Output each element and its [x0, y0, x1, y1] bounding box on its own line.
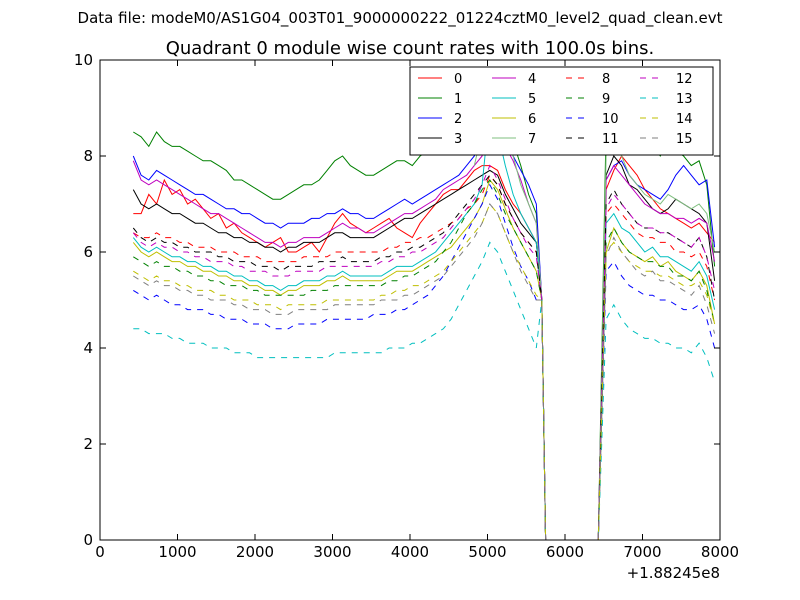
legend-label-0: 0 — [454, 72, 462, 87]
series-line-14 — [133, 203, 716, 541]
series-line-5 — [132, 107, 716, 541]
series-line-2 — [132, 106, 716, 541]
legend-label-4: 4 — [528, 72, 536, 87]
series-line-4 — [132, 83, 716, 541]
x-tick-label: 6000 — [546, 543, 584, 561]
series-line-8 — [133, 174, 716, 541]
legend-label-11: 11 — [602, 132, 619, 147]
x-tick-label: 0 — [95, 543, 105, 561]
series-line-13 — [133, 241, 716, 541]
legend-label-8: 8 — [602, 72, 610, 87]
legend-label-9: 9 — [602, 92, 610, 107]
legend-label-12: 12 — [676, 72, 693, 87]
chart-title: Quadrant 0 module wise count rates with … — [166, 38, 655, 59]
x-tick-label: 5000 — [468, 543, 506, 561]
series-line-0 — [133, 155, 715, 541]
y-tick-label: 6 — [83, 243, 93, 261]
legend-label-1: 1 — [454, 92, 462, 107]
legend-label-15: 15 — [676, 132, 693, 147]
x-tick-label: 1000 — [158, 543, 196, 561]
series-line-15 — [133, 203, 716, 541]
series-line-12 — [132, 164, 716, 541]
series-line-9 — [133, 179, 716, 541]
series-line-3 — [132, 155, 716, 541]
x-tick-label: 2000 — [236, 543, 274, 561]
legend-label-5: 5 — [528, 92, 536, 107]
legend-label-3: 3 — [454, 132, 462, 147]
legend-label-14: 14 — [676, 112, 693, 127]
series-line-10 — [133, 183, 716, 541]
legend-label-7: 7 — [528, 132, 536, 147]
y-tick-label: 10 — [74, 51, 93, 69]
legend-box — [409, 66, 714, 156]
x-tick-label: 7000 — [623, 543, 661, 561]
chart-suptitle: Data file: modeM0/AS1G04_003T01_90000002… — [78, 9, 723, 28]
x-tick-label: 4000 — [391, 543, 429, 561]
legend-label-6: 6 — [528, 112, 536, 127]
x-tick-label: 8000 — [701, 543, 739, 561]
series-line-6 — [132, 178, 716, 541]
legend-label-13: 13 — [676, 92, 693, 107]
x-tick-label: 3000 — [313, 543, 351, 561]
series-line-11 — [132, 174, 716, 541]
legend-label-2: 2 — [454, 112, 462, 127]
y-tick-label: 8 — [83, 147, 93, 165]
x-offset-label: +1.88245e8 — [627, 564, 720, 582]
legend-label-10: 10 — [602, 112, 619, 127]
plot-lines — [132, 67, 716, 541]
y-tick-label: 4 — [83, 339, 93, 357]
y-tick-label: 0 — [83, 531, 93, 549]
y-tick-label: 2 — [83, 435, 93, 453]
